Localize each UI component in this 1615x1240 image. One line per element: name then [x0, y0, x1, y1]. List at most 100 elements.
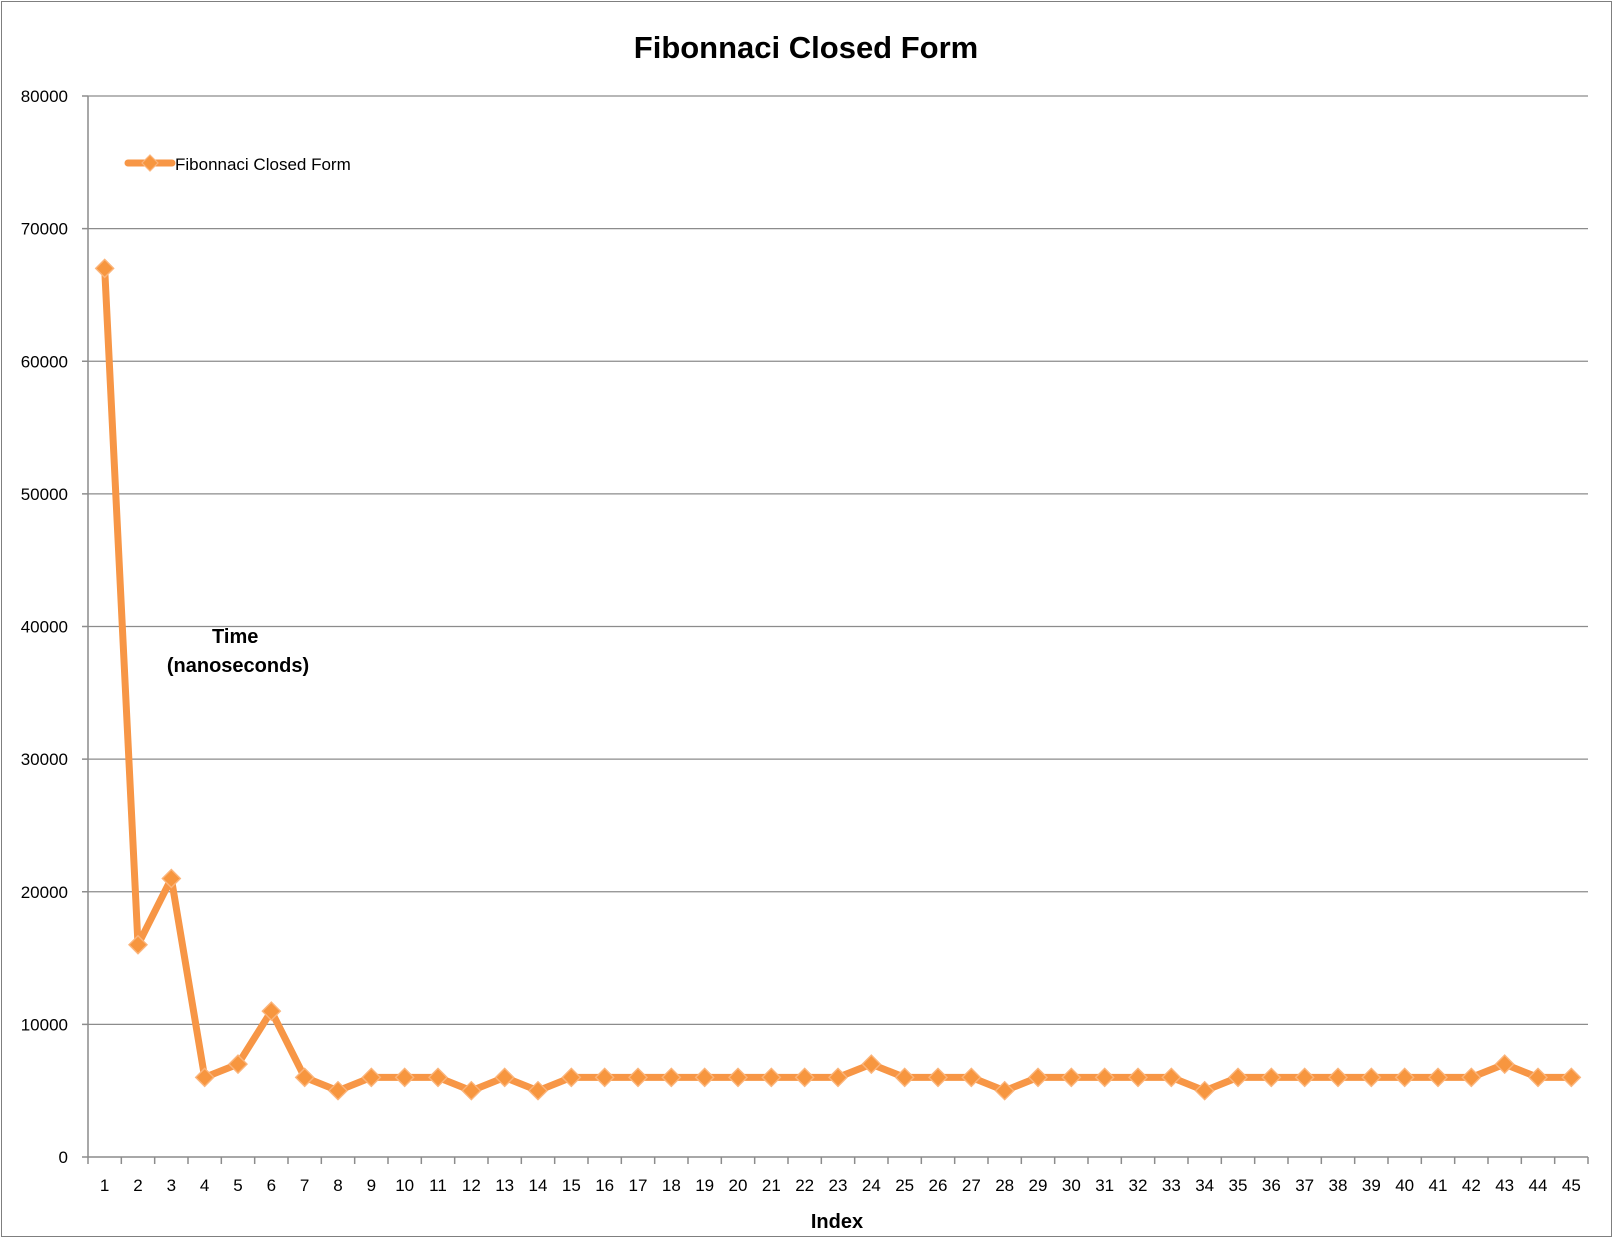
data-point	[1528, 1067, 1548, 1088]
x-tick-labels: 1 2 3 4 5 6 7 8 9 10 11 12 13 14 15 16 17 18 19 20 21 22 23 24 2…	[87, 1157, 1589, 1195]
y-tick-label: 60000	[21, 352, 68, 371]
x-tick-label: 16	[595, 1176, 614, 1195]
data-point	[1461, 1067, 1482, 1088]
data-point	[761, 1067, 782, 1088]
data-point	[861, 1054, 882, 1075]
x-tick-label: 10	[395, 1176, 414, 1195]
data-point	[261, 1001, 282, 1022]
x-tick-label: 24	[862, 1176, 881, 1195]
data-point	[894, 1067, 915, 1088]
data-point	[428, 1067, 448, 1088]
y-tick-label: 50000	[21, 485, 68, 504]
x-tick-label: 45	[1562, 1176, 1581, 1195]
data-point	[461, 1080, 482, 1101]
data-point	[828, 1067, 848, 1088]
data-point	[1494, 1054, 1515, 1075]
x-tick-label: 27	[962, 1176, 981, 1195]
x-tick-label: 31	[1095, 1176, 1114, 1195]
x-tick-label: 23	[829, 1176, 848, 1195]
x-tick-label: 33	[1162, 1176, 1181, 1195]
x-tick-label: 44	[1529, 1176, 1548, 1195]
x-tick-label: 14	[529, 1176, 548, 1195]
x-tick-label: 2	[133, 1176, 142, 1195]
x-tick-label: 42	[1462, 1176, 1481, 1195]
x-tick-label: 26	[929, 1176, 948, 1195]
y-tick-label: 0	[59, 1148, 68, 1167]
grid-lines	[82, 95, 1588, 1158]
x-tick-label: 43	[1495, 1176, 1514, 1195]
data-point	[1128, 1067, 1148, 1088]
x-tick-label: 30	[1062, 1176, 1081, 1195]
data-point	[161, 868, 182, 889]
x-tick-label: 9	[367, 1176, 376, 1195]
data-point	[228, 1054, 248, 1075]
x-tick-label: 25	[895, 1176, 914, 1195]
x-tick-label: 35	[1229, 1176, 1248, 1195]
x-tick-label: 15	[562, 1176, 581, 1195]
x-tick-label: 28	[995, 1176, 1014, 1195]
x-tick-label: 17	[629, 1176, 648, 1195]
data-point	[1261, 1067, 1282, 1088]
x-tick-label: 34	[1195, 1176, 1214, 1195]
x-tick-label: 5	[233, 1176, 242, 1195]
data-point	[994, 1080, 1015, 1101]
x-tick-label: 22	[795, 1176, 814, 1195]
x-tick-label: 7	[300, 1176, 309, 1195]
data-point	[94, 258, 115, 279]
data-point	[494, 1067, 515, 1088]
legend: Fibonnaci Closed Form	[124, 154, 351, 174]
x-tick-label: 12	[462, 1176, 481, 1195]
data-point	[728, 1067, 748, 1088]
y-tick-label: 80000	[21, 87, 68, 106]
data-point	[1394, 1067, 1415, 1088]
data-point	[1061, 1067, 1082, 1088]
data-point	[694, 1067, 715, 1088]
x-tick-label: 1	[100, 1176, 109, 1195]
y-tick-label: 40000	[21, 618, 68, 637]
x-tick-label: 32	[1129, 1176, 1148, 1195]
x-tick-label: 38	[1329, 1176, 1348, 1195]
data-point	[328, 1080, 348, 1101]
data-point	[961, 1067, 982, 1088]
data-point	[561, 1067, 582, 1088]
x-tick-label: 4	[200, 1176, 209, 1195]
data-point	[1094, 1067, 1115, 1088]
x-tick-label: 40	[1395, 1176, 1414, 1195]
data-point	[361, 1067, 382, 1088]
data-point	[1361, 1067, 1382, 1088]
legend-label: Fibonnaci Closed Form	[175, 155, 351, 174]
x-tick-label: 18	[662, 1176, 681, 1195]
x-tick-label: 21	[762, 1176, 781, 1195]
data-point	[628, 1067, 648, 1088]
data-point	[594, 1067, 615, 1088]
x-tick-label: 13	[495, 1176, 514, 1195]
data-point	[1194, 1080, 1215, 1101]
data-point	[1028, 1067, 1048, 1088]
data-point	[194, 1067, 215, 1088]
x-tick-label: 11	[429, 1176, 447, 1195]
data-point	[394, 1067, 415, 1088]
data-point	[128, 934, 148, 955]
data-point	[1328, 1067, 1348, 1088]
x-axis-title: Index	[811, 1211, 863, 1233]
x-tick-label: 36	[1262, 1176, 1281, 1195]
legend-marker	[141, 154, 159, 172]
y-tick-label: 20000	[21, 883, 68, 902]
data-point	[1161, 1067, 1182, 1088]
data-point	[661, 1067, 682, 1088]
y-axis-title-line-2: (nanoseconds)	[167, 655, 309, 677]
data-point	[1228, 1067, 1248, 1088]
x-tick-label: 6	[267, 1176, 276, 1195]
data-point	[928, 1067, 948, 1088]
y-axis-title: Time (nanoseconds)	[167, 626, 309, 677]
data-point	[1294, 1067, 1315, 1088]
data-point	[1428, 1067, 1448, 1088]
series-line	[101, 264, 1575, 1095]
x-tick-label: 8	[333, 1176, 342, 1195]
x-tick-label: 39	[1362, 1176, 1381, 1195]
data-point	[1561, 1067, 1582, 1088]
chart-title: Fibonnaci Closed Form	[634, 30, 978, 65]
data-point	[794, 1067, 815, 1088]
